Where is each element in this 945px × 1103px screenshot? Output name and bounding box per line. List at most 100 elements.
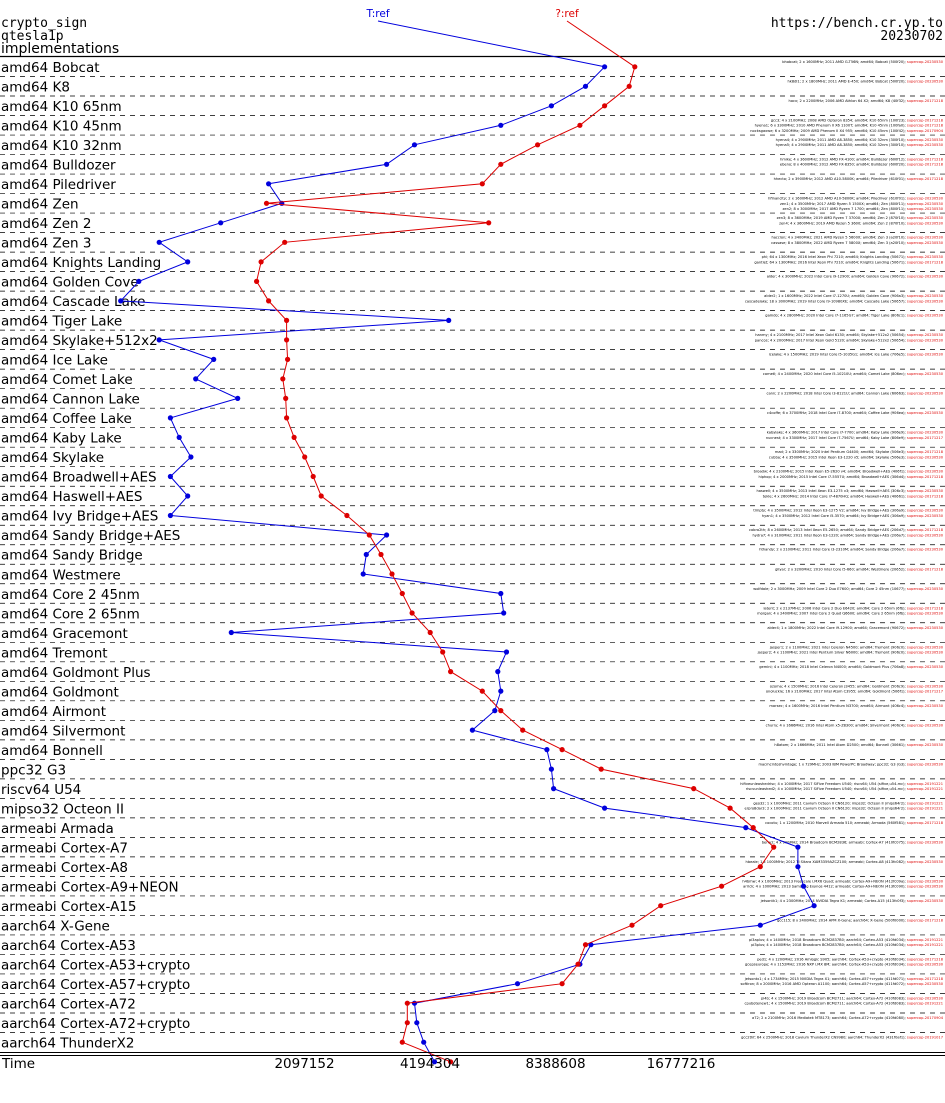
data-point [285, 356, 291, 362]
row-annotation: hacclon; 4 x 3400MHz; 2021 AMD Ryzen 5 5… [771, 236, 943, 240]
row-annotation-version: supercop-20230530 [907, 860, 944, 864]
row-annotation: zen3; 8 x 3600MHz; 2019 AMD Ryzen 7 3700… [777, 216, 944, 220]
row-label: amd64 Coffee Lake [1, 411, 132, 427]
row-annotation-version: supercop-20171217 [907, 436, 943, 440]
row-9: amd64 Zen 2 zen3; 8 x 3600MHz; 2019 AMD R… [0, 216, 945, 233]
row-annotation: hanmy; 4 x 2100MHz; 2017 Intel Xeon Gold… [755, 333, 944, 337]
row-annotation: hfinancity; 2 x 1600MHz; 2012 AMD A10-58… [768, 197, 944, 201]
row-annotation-version: supercop-20230530 [907, 255, 944, 259]
row-annotation: hyan1; 4 x 3500MHz; 2012 Intel Core i5-3… [762, 514, 944, 518]
row-annotation: ebeno; 8 x 4000MHz; 2012 AMD FX-8350; am… [780, 163, 944, 167]
row-label: amd64 Comet Lake [1, 372, 133, 388]
row-annotation: c4coffe; 6 x 3700MHz; 2018 Intel Core i7… [767, 411, 944, 415]
row-47: aarch64 Cortex-A53+crypto ped1; 4 x 1200M… [0, 957, 945, 975]
row-annotation-version: supercop-20191221 [907, 938, 943, 942]
row-48: aarch64 Cortex-A57+crypto jetsontx1; 4 x … [0, 977, 945, 994]
row-label: aarch64 Cortex-A53+crypto [1, 957, 190, 973]
row-annotation: churry; 4 x 1666MHz; 2016 Intel Atom x5-… [766, 723, 944, 727]
source-url[interactable]: https://bench.cr.yp.to [770, 16, 943, 31]
row-annotation-version: supercop-20171218 [907, 821, 944, 825]
row-annotation-version: supercop-20170904 [907, 1016, 944, 1020]
x-axis: Time 2097152 4194304 8388608 16777216 [0, 1052, 945, 1072]
x-axis-label: Time [1, 1056, 35, 1072]
data-point [498, 161, 504, 167]
data-point [559, 981, 565, 987]
data-point [795, 864, 801, 870]
row-43: armeabi Cortex-A9+NEON h4bmw; 4 x 1000MHz… [0, 879, 945, 897]
row-label: aarch64 ThunderX2 [1, 1035, 134, 1051]
data-point [363, 551, 369, 558]
row-annotation-version: supercop-20230530 [907, 202, 944, 206]
report-date: 20230702 [880, 29, 943, 44]
row-annotation: hyena4; 4 x 2900MHz; 2011 AMD A8-3850; a… [776, 138, 944, 142]
row-7: amd64 Piledriver hhecto; 2 x 3900MHz; 201… [0, 177, 945, 194]
data-point [193, 376, 199, 382]
row-annotation-version: supercop-20230530 [907, 216, 944, 220]
row-annotation: latent; 2 x 2137MHz; 2006 Intel Core 2 D… [763, 606, 943, 610]
row-annotation-version: supercop-20230530 [907, 587, 944, 591]
row-annotation: riscvunleashed2; 4 x 1000MHz; 2017 SiFiv… [746, 787, 943, 791]
data-point [156, 239, 162, 245]
row-annotation: hyena1; 6 x 3300MHz; 2010 AMD Phenom II … [755, 124, 944, 128]
data-point [514, 981, 521, 987]
row-42: armeabi Cortex-A8 hbeale; 1 x 1000MHz; 20… [0, 860, 945, 877]
row-label: mipso32 Octeon II [1, 801, 124, 817]
data-point [228, 629, 234, 636]
row-49: aarch64 Cortex-A72 pi4b; 4 x 1500MHz; 201… [0, 996, 945, 1014]
row-annotation: cascadelake; 18 x 3000MHz; 2019 Intel Co… [745, 299, 944, 303]
row-19: amd64 Coffee Lake c4coffe; 6 x 3700MHz; 2… [0, 411, 945, 429]
row-label: amd64 Ice Lake [1, 353, 108, 369]
row-label: amd64 K10 45nm [1, 119, 122, 135]
row-label: amd64 Zen 3 [1, 236, 91, 252]
row-annotation: cometl; 4 x 2400MHz; 2020 Intel Core i5-… [763, 372, 944, 376]
row-label: armeabi Cortex-A7 [1, 840, 128, 856]
row-annotation-version: supercop-20230530 [907, 548, 944, 552]
row-label: armeabi Cortex-A8 [1, 860, 128, 876]
row-annotation: ped1; 4 x 1200MHz; 2016 Amlogic S905; aa… [757, 957, 944, 961]
row-label: amd64 Golden Cove [1, 275, 139, 291]
row-label: amd64 Cascade Lake [1, 294, 146, 310]
row-annotation-version: supercop-20230530 [907, 611, 944, 615]
data-point [384, 532, 390, 538]
legend-label: ?:ref [555, 8, 579, 20]
series-line [256, 66, 775, 1063]
data-point [404, 1020, 410, 1026]
row-50: aarch64 Cortex-A72+crypto a72; 2 x 2100MH… [0, 1016, 945, 1033]
data-point [548, 103, 555, 109]
row-annotation-version: supercop-20171217 [907, 690, 943, 694]
data-point [411, 1000, 418, 1006]
row-28: amd64 Core 2 45nm wolfdale; 2 x 3000MHz; … [0, 587, 945, 604]
row-annotation: h4bmw; 4 x 1000MHz; 2013 Freescale i.MX6… [742, 879, 943, 883]
row-13: amd64 Cascade Lake alder2; 1 x 1600MHz; 2… [0, 294, 945, 311]
row-label: ppc32 G3 [1, 762, 66, 778]
row-annotation-version: supercop-20171218 [907, 99, 944, 103]
data-point [118, 298, 124, 304]
row-annotation: hifiveunleashedrisc; 4 x 1000MHz; 2017 S… [740, 782, 943, 786]
data-point [495, 669, 501, 675]
row-annotation: tekle; 4 x 2600MHz; 2014 Intel Core i7-4… [763, 494, 944, 498]
row-label: amd64 Haswell+AES [1, 489, 142, 505]
data-point [318, 493, 324, 499]
data-point [310, 473, 316, 480]
row-annotation-version: supercop-20171218 [907, 163, 944, 167]
legend-layer: T:ref ?:ref [365, 8, 636, 68]
row-1: amd64 Bobcat bhobcat; 2 x 1600MHz; 2011 A… [0, 60, 945, 77]
row-annotation-version: supercop-20230530 [907, 236, 944, 240]
row-annotation-version: supercop-20171218 [907, 260, 944, 264]
row-annotation-version: supercop-20230530 [907, 743, 944, 747]
row-label: amd64 Goldmont [1, 684, 119, 700]
row-label: amd64 Gracemont [1, 626, 128, 642]
row-45: aarch64 X-Gene gcc115; 8 x 2400MHz; 2014 … [0, 918, 945, 936]
row-31: amd64 Tremont jasper1; 2 x 1100MHz; 2021 … [0, 645, 945, 663]
row-annotation: geo32; 1 x 1000MHz; 2011 Cavium Octeon I… [753, 801, 943, 805]
row-annotation-version: supercop-20230530 [907, 840, 944, 844]
row-label: aarch64 Cortex-A57+crypto [1, 977, 190, 993]
row-34: amd64 Airmont marsec; 4 x 1600MHz; 2016 I… [0, 704, 945, 721]
row-annotation-version: supercop-20230530 [907, 489, 944, 493]
data-point [389, 571, 395, 577]
row-41: armeabi Cortex-A7 berry2; 4 x 900MHz; 201… [0, 840, 945, 858]
row-annotation-version: supercop-20171218 [907, 918, 944, 922]
row-label: amd64 Bulldozer [1, 158, 116, 174]
row-annotation: pi4b; 4 x 1500MHz; 2019 Broadcom BCM2711… [761, 996, 944, 1000]
